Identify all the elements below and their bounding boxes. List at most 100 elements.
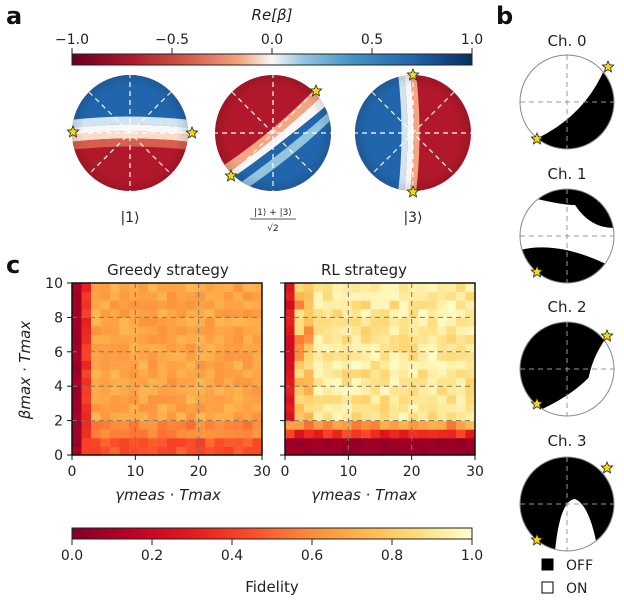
heatmap-cell [138,334,149,344]
heatmap-cell [186,317,196,327]
heatmap-cell [361,300,371,310]
heatmap-cell [408,437,419,447]
heatmap-cell [233,412,244,422]
heatmap-cell [157,429,168,439]
heatmap-cell [380,300,390,310]
heatmap-cell [380,308,390,318]
heatmap-cell [342,377,352,387]
heatmap-cell [408,429,419,439]
heatmap-cell [389,446,400,456]
heatmap-cell [446,317,457,327]
heatmap-cell [399,300,409,310]
heatmap-cell [313,437,324,447]
heatmap-cell [91,446,101,456]
heatmap-cell [389,412,400,422]
heatmap-cell [157,386,168,396]
heatmap-cell [167,351,177,361]
heatmap-greedy [72,283,263,456]
heatmap-cell [195,377,206,387]
heatmap-cell [399,386,409,396]
heatmap-cell [285,437,295,447]
heatmap-cell [224,446,234,456]
heatmap-cell [110,403,120,413]
heatmap-cell [129,429,139,439]
x-tick-label: 30 [466,464,484,480]
heatmap-cell [294,394,305,404]
heatmap-cell [148,317,158,327]
heatmap-cell [233,403,244,413]
heatmap-cell [100,300,111,310]
heatmap-cell [91,351,101,361]
heatmap-cell [351,437,362,447]
heatmap-cell [81,291,92,301]
y-tick-label: 4 [54,379,63,395]
heatmap-cell [224,308,234,318]
heatmap-cell [214,377,225,387]
heatmap-cell [243,420,253,430]
heatmap-cell [252,300,263,310]
heatmap-cell [399,420,409,430]
heatmap-cell [351,351,362,361]
channel-label-2: Ch. 2 [547,298,586,316]
heatmap-cell [370,300,381,310]
heatmap-cell [408,343,419,353]
heatmap-cell [195,420,206,430]
heatmap-cell [224,386,234,396]
heatmap-cell [342,334,352,344]
heatmap-cell [418,446,428,456]
heatmap-cell [100,403,111,413]
heatmap-cell [332,308,343,318]
heatmap-cell [323,360,333,370]
heatmap-cell [72,343,82,353]
colorbar-fidelity-tick-label: 0.0 [61,548,83,564]
heatmap-cell [285,291,295,301]
heatmap-cell [427,420,438,430]
heatmap-cell [342,420,352,430]
heatmap-cell [380,369,390,379]
heatmap-cell [437,377,447,387]
heatmap-cell [351,412,362,422]
state-disc-1-plus-3 [215,75,331,191]
heatmap-cell [205,429,215,439]
heatmap-cell [138,420,149,430]
heatmap-cell [195,283,206,293]
heatmap-cell [129,326,139,336]
heatmap-cell [399,283,409,293]
heatmap-cell [167,420,177,430]
heatmap-cell [389,377,400,387]
heatmap-cell [252,360,263,370]
heatmap-cell [129,300,139,310]
heatmap-cell [418,420,428,430]
heatmap-cell [427,437,438,447]
heatmap-cell [332,360,343,370]
heatmap-cell [361,326,371,336]
heatmap-cell [294,369,305,379]
heatmap-cell [418,394,428,404]
heatmap-cell [285,412,295,422]
heatmap-cell [224,437,234,447]
heatmap-cell [294,300,305,310]
heatmap-cell [91,369,101,379]
heatmap-cell [437,334,447,344]
heatmap-cell [285,334,295,344]
heatmap-cell [342,446,352,456]
heatmap-cell [119,403,130,413]
heatmap-cell [294,291,305,301]
heatmap-cell [351,308,362,318]
heatmap-cell [252,283,263,293]
heatmap-cell [119,412,130,422]
heatmap-cell [186,300,196,310]
heatmap-cell [243,300,253,310]
heatmap-cell [243,394,253,404]
heatmap-cell [129,308,139,318]
heatmap-cell [176,394,187,404]
heatmap-cell [370,283,381,293]
heatmap-cell [294,437,305,447]
heatmap-cell [129,446,139,456]
heatmap-cell [418,369,428,379]
heatmap-cell [342,403,352,413]
heatmap-cell [361,360,371,370]
heatmap-cell [370,377,381,387]
heatmap-cell [195,446,206,456]
heatmap-cell [72,386,82,396]
